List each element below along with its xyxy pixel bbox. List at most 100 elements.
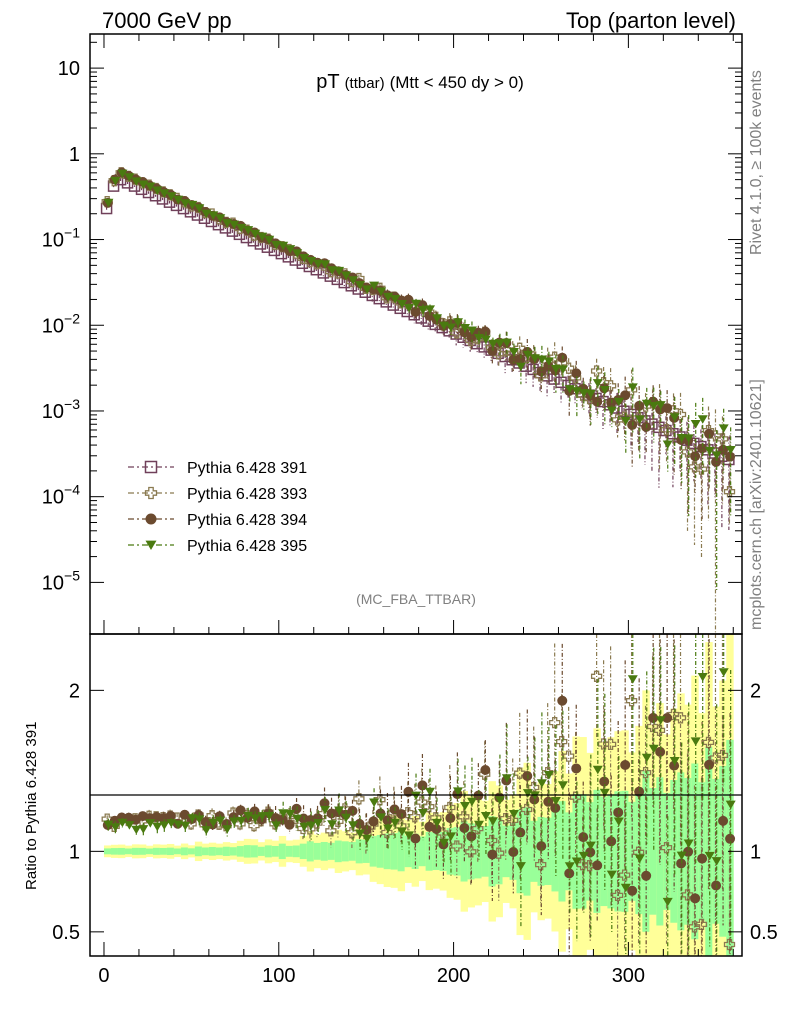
ratio-point (432, 818, 442, 828)
ratio-point (522, 770, 533, 781)
main-point (660, 424, 673, 436)
ratio-point (410, 833, 421, 844)
ratio-point (543, 771, 554, 780)
main-point (411, 299, 421, 309)
ratio-point (194, 815, 205, 824)
ratio-point (474, 820, 484, 830)
main-point (536, 366, 547, 377)
main-point (446, 323, 456, 332)
ratio-point (131, 825, 142, 835)
ratio-point (599, 788, 610, 798)
main-point (550, 364, 561, 374)
band-inner (306, 841, 315, 862)
ratio-point (536, 841, 547, 852)
main-point (697, 415, 708, 424)
main-ytick-label: 10−5 (42, 567, 80, 594)
ratio-point (369, 798, 380, 807)
ratio-point (250, 814, 261, 823)
title-sub: (ttbar) (345, 75, 385, 92)
ratio-point (508, 810, 519, 819)
main-point (711, 456, 722, 467)
band-inner (523, 807, 531, 896)
band-inner (544, 817, 552, 885)
ratio-point (257, 812, 268, 821)
ratio-point (522, 789, 533, 798)
main-point (695, 463, 708, 475)
main-point (557, 365, 568, 374)
main-point (592, 396, 603, 407)
ratio-point (613, 817, 624, 826)
main-point (152, 186, 163, 195)
band-inner (334, 840, 343, 863)
main-point (487, 339, 498, 349)
ratio-point (292, 814, 303, 824)
ratio-ytick-label: 1 (69, 841, 80, 863)
main-point (515, 362, 526, 372)
ratio-point (425, 787, 435, 797)
band-inner (103, 848, 112, 855)
main-point (299, 254, 310, 263)
ratio-point (409, 811, 421, 823)
band-inner (215, 847, 224, 856)
ratio-point (222, 825, 233, 834)
main-point (599, 386, 610, 395)
ratio-point (480, 812, 491, 821)
main-point (173, 195, 184, 205)
ratio-point (451, 840, 463, 852)
ratio-point (648, 712, 659, 723)
ratio-ytick-label: 2 (69, 680, 80, 702)
ratio-point (592, 765, 603, 775)
ratio-ytick-label-right: 1 (750, 841, 761, 863)
rivet-label: Rivet 4.1.0, ≥ 100k events (748, 70, 765, 255)
ratio-point (187, 814, 198, 823)
main-point (327, 266, 338, 275)
main-point (529, 354, 540, 363)
ratio-point (662, 712, 673, 723)
band-inner (565, 812, 573, 891)
band-inner (726, 739, 734, 956)
main-point (410, 306, 421, 317)
main-point (117, 169, 128, 179)
ratio-point (669, 757, 680, 766)
main-point (557, 352, 568, 363)
ratio-point (660, 841, 673, 854)
main-point (390, 295, 401, 304)
band-inner (117, 847, 126, 855)
ratio-point (124, 821, 135, 830)
main-point (690, 420, 701, 429)
ratio-point (606, 870, 617, 880)
ratio-point (284, 819, 295, 830)
band-inner (649, 788, 657, 915)
ratio-point (718, 815, 729, 826)
ratio-point (362, 834, 373, 844)
main-panel-marks (100, 167, 736, 634)
band-inner (558, 801, 566, 902)
band-inner (327, 842, 336, 860)
ratio-point (618, 869, 631, 881)
ratio-point (165, 810, 176, 821)
band-inner (145, 848, 154, 855)
legend-marker (144, 460, 158, 474)
main-point (145, 182, 156, 191)
ratio-point (676, 858, 687, 869)
band-inner (243, 845, 252, 858)
ratio-point (404, 831, 414, 840)
ratio-point (465, 846, 477, 858)
ratio-point (535, 858, 547, 871)
ratio-point (611, 889, 624, 902)
ratio-point (235, 805, 246, 816)
main-point (243, 226, 254, 235)
ratio-point (681, 889, 694, 901)
main-point (704, 446, 715, 456)
band-inner (670, 779, 678, 923)
ratio-point (557, 781, 568, 790)
main-point (478, 341, 490, 353)
band-inner (411, 833, 420, 870)
legend-marker (145, 513, 157, 525)
main-point (404, 304, 414, 313)
main-ytick-label: 10−1 (42, 225, 80, 252)
ratio-point (341, 813, 352, 823)
main-point (453, 318, 463, 327)
band-inner (236, 846, 245, 857)
main-point (460, 324, 470, 333)
